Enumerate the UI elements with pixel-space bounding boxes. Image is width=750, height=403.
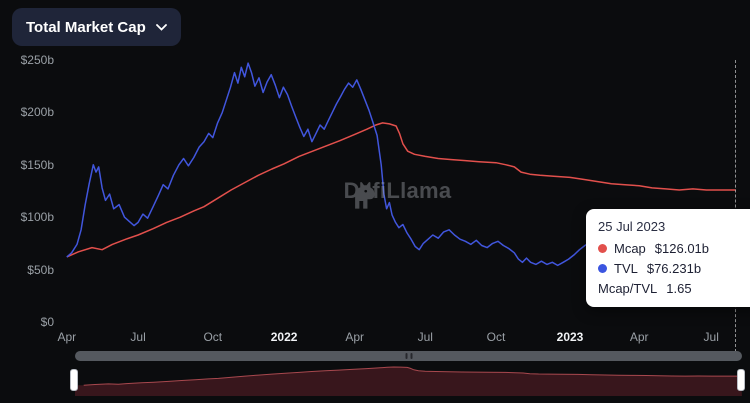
zoom-scrollbar[interactable] [75,351,742,361]
x-tick-label: Apr [57,330,77,344]
x-tick-label: Apr [629,330,649,344]
metric-selector-label: Total Market Cap [26,18,146,36]
y-tick-label: $0 [40,315,54,329]
tvl-series-dot [598,264,607,273]
y-tick-label: $50b [27,262,54,277]
scrollbar-grip[interactable] [405,353,412,359]
range-handle-right[interactable] [737,369,745,391]
mcap-series-dot [598,244,607,253]
x-tick-label: Jul [130,330,146,344]
tooltip-tvl-label: TVL [614,261,638,276]
navigator-line [83,366,741,386]
range-handle-left[interactable] [70,369,78,391]
y-tick-label: $250b [20,53,54,67]
x-tick-label: Apr [345,330,365,344]
navigator-area [75,367,742,396]
x-tick-label: Jul [417,330,433,344]
y-tick-label: $100b [20,210,54,225]
x-tick-label: 2022 [270,330,298,344]
x-tick-label: 2023 [556,330,584,344]
x-tick-label: Oct [203,330,223,344]
tooltip-row-tvl: TVL $76.231b [598,261,750,276]
grip-bar [410,353,412,359]
x-tick-label: Oct [486,330,506,344]
x-tick-label: Jul [703,330,719,344]
navigator-svg [75,366,742,396]
chevron-down-icon [155,23,167,31]
tooltip-row-ratio: Mcap/TVL 1.65 [598,281,750,296]
grip-bar [405,353,407,359]
tooltip-mcap-value: $126.01b [654,241,710,256]
tooltip-mcap-label: Mcap [614,241,646,256]
tooltip-ratio-label: Mcap/TVL [598,281,658,296]
mcap-line-series [66,122,736,258]
tooltip-tvl-value: $76.231b [646,261,702,276]
tooltip-date: 25 Jul 2023 [598,219,666,234]
tooltip-row-mcap: Mcap $126.01b [598,241,750,256]
metric-selector-button[interactable]: Total Market Cap [12,8,181,46]
y-tick-label: $150b [20,157,54,172]
crosshair-dashed-line [735,60,736,352]
chart-tooltip: 25 Jul 2023 Mcap $126.01b TVL $76.231b M… [586,209,750,307]
range-navigator[interactable] [75,364,742,396]
y-tick-label: $200b [20,105,54,120]
tooltip-ratio-value: 1.65 [666,281,692,296]
